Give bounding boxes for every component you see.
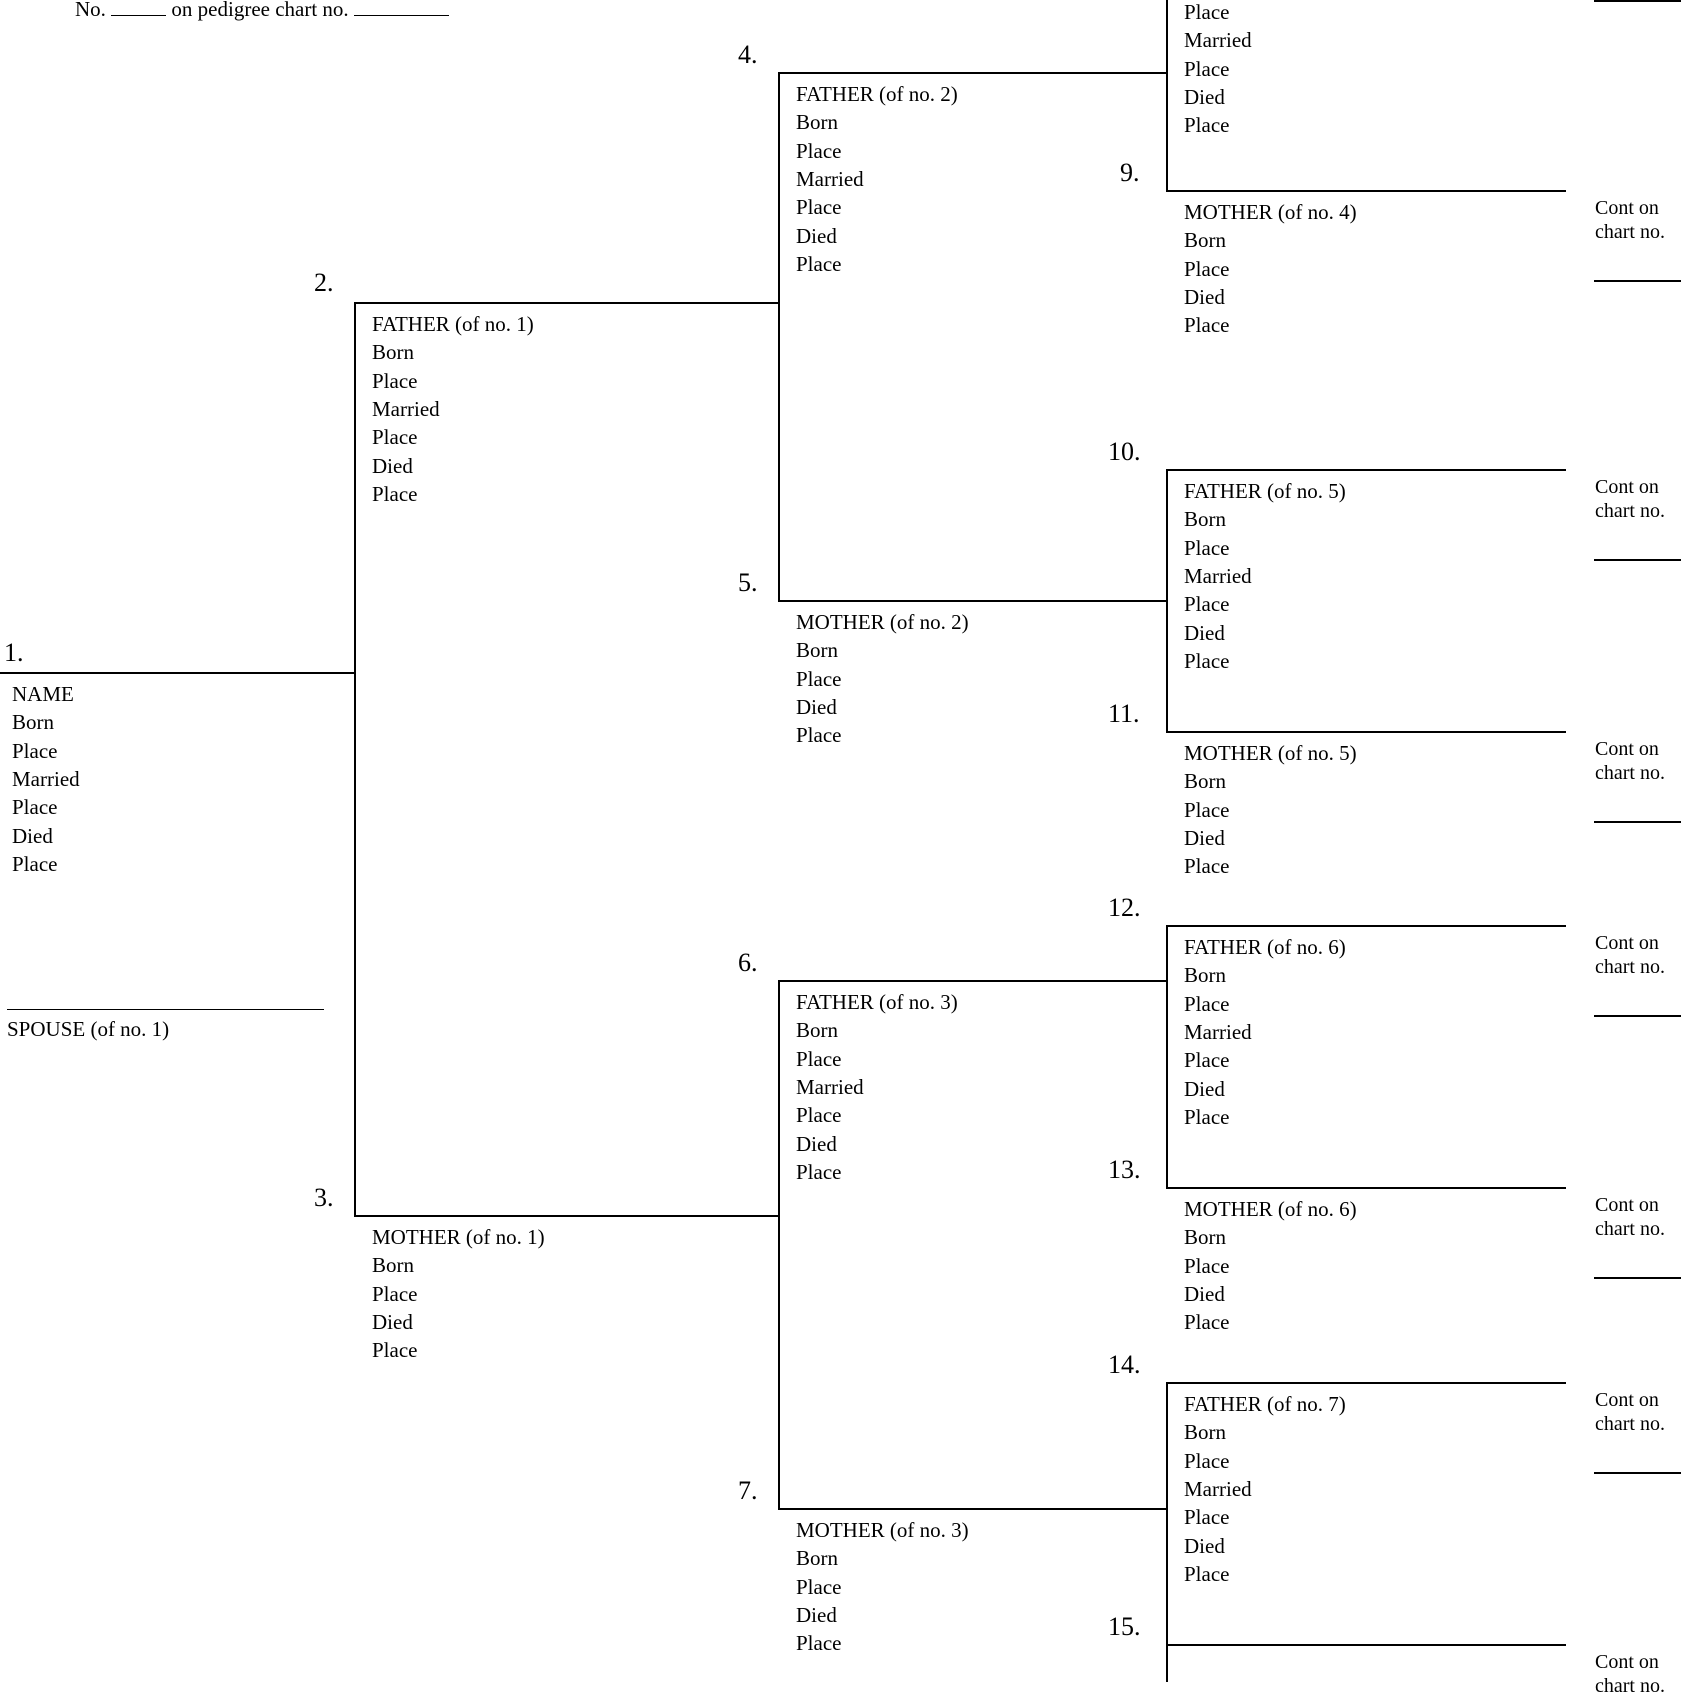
connector-2-45 (778, 72, 780, 602)
header-text: No. on pedigree chart no. (75, 0, 449, 23)
connector-7-1415 (1166, 1382, 1168, 1682)
entry-7-line (778, 1508, 1168, 1510)
entry-11-line (1166, 731, 1566, 733)
entry-15-line (1166, 1644, 1566, 1646)
entry-8-fields: Place Married Place Died Place (1184, 0, 1252, 140)
entry-10-line (1166, 469, 1566, 471)
spouse-line (7, 1009, 324, 1010)
entry-14-number: 14. (1108, 1350, 1141, 1380)
spouse-label: SPOUSE (of no. 1) (7, 1015, 169, 1043)
connector-3-67 (778, 980, 780, 1510)
cont-15-label: Cont on chart no. (1595, 1650, 1665, 1698)
entry-7-fields: MOTHER (of no. 3) Born Place Died Place (796, 1516, 969, 1658)
header-middle: on pedigree chart no. (171, 0, 348, 21)
entry-10-fields: FATHER (of no. 5) Born Place Married Pla… (1184, 477, 1346, 675)
entry-13-fields: MOTHER (of no. 6) Born Place Died Place (1184, 1195, 1357, 1337)
cont-10-blank (1594, 559, 1681, 561)
entry-14-fields: FATHER (of no. 7) Born Place Married Pla… (1184, 1390, 1346, 1588)
connector-4-89 (1166, 0, 1168, 192)
header-prefix: No. (75, 0, 106, 21)
entry-7-number: 7. (738, 1476, 758, 1506)
cont-12-blank (1594, 1015, 1681, 1017)
entry-6-fields: FATHER (of no. 3) Born Place Married Pla… (796, 988, 958, 1186)
cont-14-blank (1594, 1472, 1681, 1474)
entry-1-number: 1. (4, 638, 24, 668)
entry-4-fields: FATHER (of no. 2) Born Place Married Pla… (796, 80, 958, 278)
entry-5-fields: MOTHER (of no. 2) Born Place Died Place (796, 608, 969, 750)
entry-13-line (1166, 1187, 1566, 1189)
entry-3-line (354, 1215, 780, 1217)
cont-8-blank (1594, 0, 1681, 2)
entry-4-number: 4. (738, 40, 758, 70)
connector-6-1213 (1166, 925, 1168, 1189)
entry-12-number: 12. (1108, 893, 1141, 923)
connector-5-1011 (1166, 469, 1168, 733)
entry-3-fields: MOTHER (of no. 1) Born Place Died Place (372, 1223, 545, 1365)
entry-1-line (0, 672, 356, 674)
entry-9-line (1166, 190, 1566, 192)
cont-9-label: Cont on chart no. (1595, 196, 1665, 244)
entry-5-number: 5. (738, 568, 758, 598)
entry-9-number: 9. (1120, 158, 1140, 188)
entry-15-number: 15. (1108, 1612, 1141, 1642)
entry-12-line (1166, 925, 1566, 927)
entry-2-fields: FATHER (of no. 1) Born Place Married Pla… (372, 310, 534, 508)
entry-2-number: 2. (314, 268, 334, 298)
entry-11-number: 11. (1108, 699, 1140, 729)
entry-9-fields: MOTHER (of no. 4) Born Place Died Place (1184, 198, 1357, 340)
entry-6-number: 6. (738, 948, 758, 978)
cont-14-label: Cont on chart no. (1595, 1388, 1665, 1436)
cont-11-label: Cont on chart no. (1595, 737, 1665, 785)
cont-13-label: Cont on chart no. (1595, 1193, 1665, 1241)
cont-10-label: Cont on chart no. (1595, 475, 1665, 523)
entry-3-number: 3. (314, 1183, 334, 1213)
entry-6-line (778, 980, 1168, 982)
cont-12-label: Cont on chart no. (1595, 931, 1665, 979)
entry-1-fields: NAME Born Place Married Place Died Place (12, 680, 80, 878)
entry-10-number: 10. (1108, 437, 1141, 467)
entry-12-fields: FATHER (of no. 6) Born Place Married Pla… (1184, 933, 1346, 1131)
entry-4-line (778, 72, 1168, 74)
connector-gen1-gen2 (354, 302, 356, 1217)
cont-13-blank (1594, 1277, 1681, 1279)
entry-14-line (1166, 1382, 1566, 1384)
cont-11-blank (1594, 821, 1681, 823)
entry-11-fields: MOTHER (of no. 5) Born Place Died Place (1184, 739, 1357, 881)
entry-13-number: 13. (1108, 1155, 1141, 1185)
entry-2-line (354, 302, 780, 304)
cont-9-blank (1594, 280, 1681, 282)
entry-5-line (778, 600, 1168, 602)
